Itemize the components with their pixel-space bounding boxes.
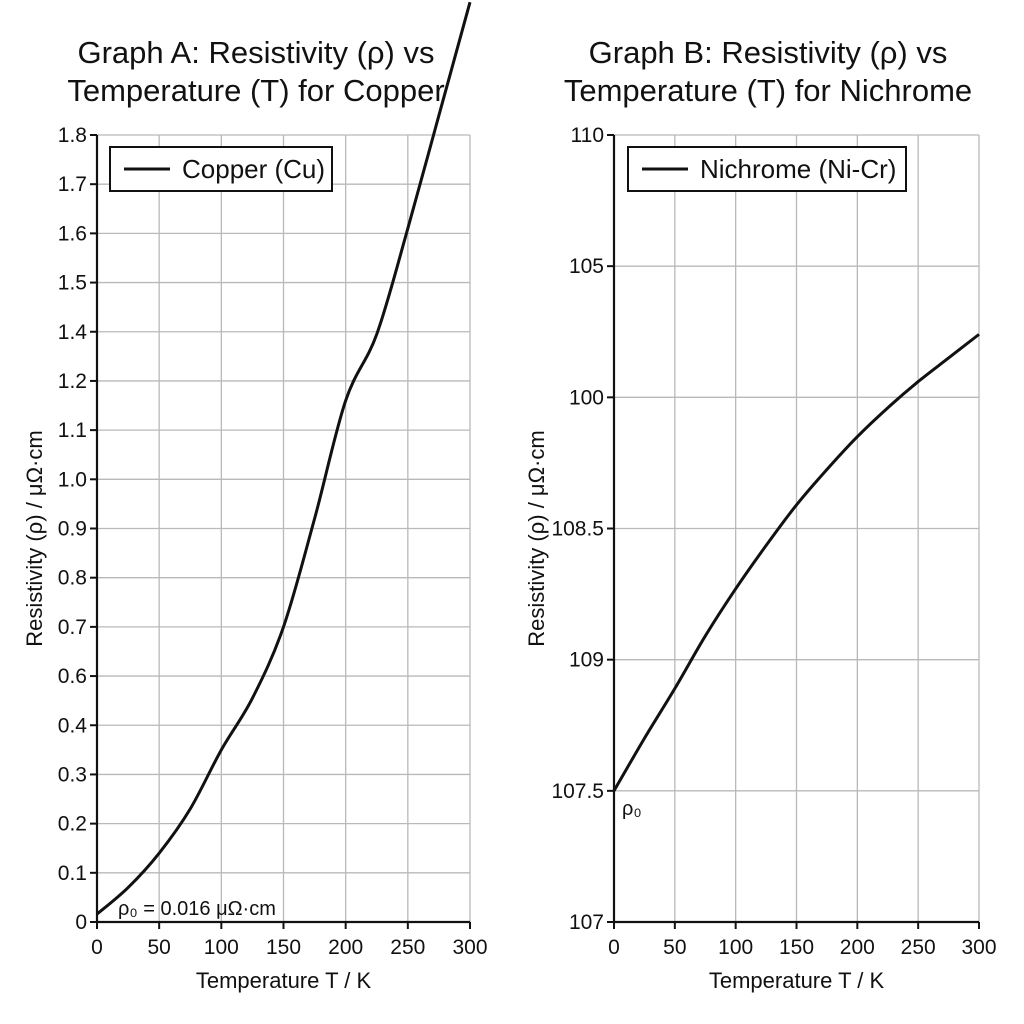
grid (96, 134, 471, 923)
x-axis-label: Temperature T / K (709, 968, 885, 993)
x-tick-label: 150 (779, 936, 814, 959)
y-tick-label: 109 (569, 649, 604, 672)
y-tick-label: 0.7 (58, 616, 87, 639)
x-tick-label: 200 (840, 936, 875, 959)
y-axis-label: Resistivity (ρ) / μΩ·cm (22, 430, 47, 646)
y-tick-label: 100 (569, 386, 604, 409)
y-tick-label: 1.7 (58, 173, 87, 196)
x-tick-label: 250 (390, 936, 425, 959)
legend-label: Nichrome (Ni-Cr) (700, 154, 896, 184)
x-tick-label: 100 (718, 936, 753, 959)
legend: Nichrome (Ni-Cr) (627, 146, 907, 192)
x-tick-label: 50 (147, 936, 170, 959)
y-tick-label: 105 (569, 255, 604, 278)
rho-zero-annotation: ρ₀ (622, 798, 642, 820)
chart-title-line-1: Graph A: Resistivity (ρ) vs (77, 35, 435, 70)
series-line (96, 1, 472, 916)
chart-plot: 0 50 100 150 200 250 300 107 107.5 109 108.5 100 105… (524, 124, 997, 993)
y-tick-label: 0 (75, 911, 87, 934)
chart-plot: 0 50 100 150 200 250 300 0 0.1 0.2 0.3 0.4 0.6 0.7 0.8… (22, 1, 488, 993)
y-tick-label: 1.5 (58, 272, 87, 295)
y-tick-label: 1.2 (58, 370, 87, 393)
y-tick-label: 110 (571, 124, 604, 147)
y-tick-label: 107 (569, 911, 604, 934)
legend-label: Copper (Cu) (182, 154, 325, 184)
chart-title-line-1: Graph B: Resistivity (ρ) vs (588, 35, 948, 70)
y-axis-label: Resistivity (ρ) / μΩ·cm (524, 430, 549, 646)
x-tick-label: 200 (328, 936, 363, 959)
legend-box (627, 146, 907, 192)
y-tick-label: 1.6 (58, 222, 87, 245)
y-tick-label: 0.9 (58, 518, 87, 541)
x-tick-label: 0 (608, 936, 620, 959)
y-tick-label: 1.4 (58, 321, 88, 344)
chart-title: Graph A: Resistivity (ρ) vs Temperature … (0, 34, 512, 110)
chart-title-line-2: Temperature (T) for Copper (67, 73, 445, 108)
y-tick-label: 1.1 (58, 419, 87, 442)
x-tick-label: 0 (91, 936, 103, 959)
series-line (612, 333, 980, 792)
y-tick-label: 0.6 (58, 665, 87, 688)
y-tick-label: 1.8 (58, 124, 87, 147)
x-tick-label: 300 (961, 936, 996, 959)
chart-panel-copper: Graph A: Resistivity (ρ) vs Temperature … (0, 1, 512, 993)
y-tick-label: 0.1 (58, 862, 87, 885)
y-tick-label: 0.3 (58, 763, 87, 786)
x-tick-label: 250 (901, 936, 936, 959)
y-tick-label: 0.8 (58, 567, 87, 590)
legend: Copper (Cu) (109, 146, 333, 192)
x-tick-label: 300 (452, 936, 487, 959)
y-tick-label: 1.0 (58, 468, 87, 491)
rho-zero-annotation: ρ₀ = 0.016 μΩ·cm (118, 898, 276, 920)
chart-title: Graph B: Resistivity (ρ) vs Temperature … (512, 34, 1024, 110)
y-tick-label: 0.2 (58, 813, 87, 836)
y-tick-label: 108.5 (551, 518, 604, 541)
x-tick-label: 150 (266, 936, 301, 959)
y-tick-label: 107.5 (551, 780, 604, 803)
x-tick-label: 50 (663, 936, 686, 959)
chart-title-line-2: Temperature (T) for Nichrome (563, 73, 973, 108)
x-tick-label: 100 (204, 936, 239, 959)
grid (613, 134, 980, 923)
chart-panel-nichrome: Graph B: Resistivity (ρ) vs Temperature … (512, 0, 1024, 1024)
y-tick-label: 0.4 (58, 714, 88, 737)
x-axis-label: Temperature T / K (196, 968, 372, 993)
